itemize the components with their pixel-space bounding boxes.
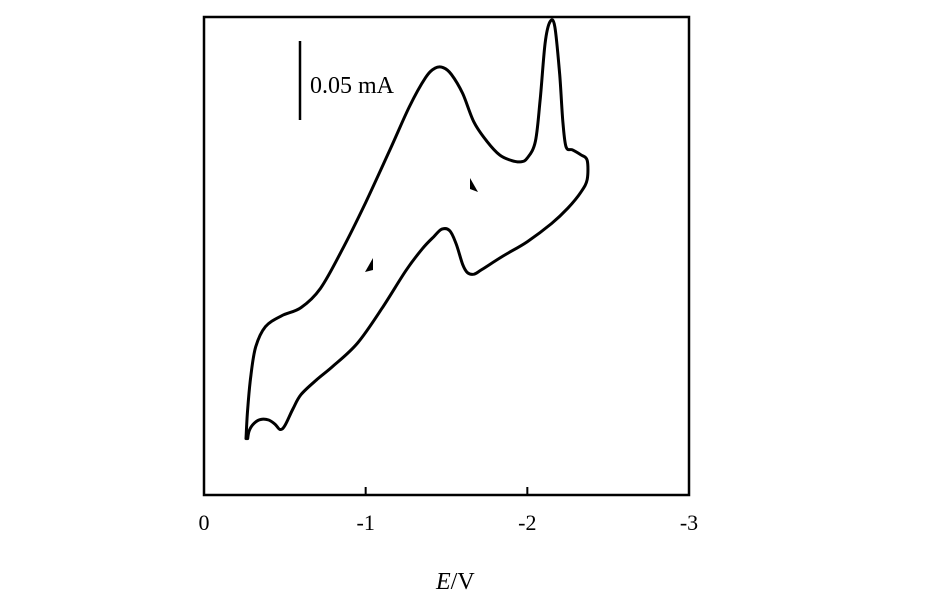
x-axis-ticks	[203, 487, 690, 495]
current-scale-label: 0.05 mA	[310, 73, 395, 99]
x-axis-label-unit: /V	[451, 569, 476, 595]
cv-curve-series	[244, 18, 590, 441]
x-tick-label: -1	[357, 510, 375, 535]
x-axis-label: E/V	[435, 569, 475, 595]
x-axis-label-symbol: E	[435, 569, 451, 595]
x-tick-label: -3	[680, 510, 698, 535]
x-tick-label: 0	[199, 510, 210, 535]
x-tick-label: -2	[518, 510, 536, 535]
forward-scan-arrow-2	[470, 178, 478, 192]
plot-frame	[202, 15, 691, 497]
x-axis-tick-labels: 0 -1 -2 -3	[199, 510, 699, 535]
forward-scan-arrow	[365, 258, 373, 272]
